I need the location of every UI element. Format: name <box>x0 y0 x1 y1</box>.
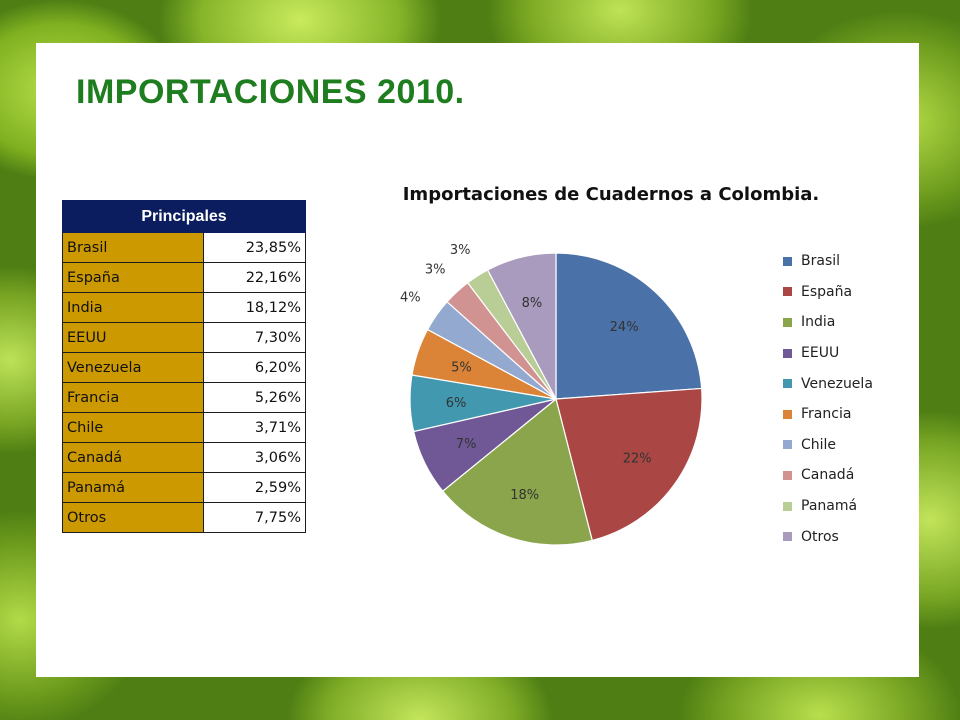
legend-label: Chile <box>801 436 837 453</box>
legend-label: Canadá <box>801 467 855 484</box>
slide-title: IMPORTACIONES 2010. <box>76 73 465 111</box>
pie-data-label: 18% <box>510 488 539 503</box>
table-row: Otros 7,75% <box>62 502 306 533</box>
table-row: EEUU 7,30% <box>62 322 306 353</box>
legend-label: India <box>801 314 836 331</box>
legend-label: EEUU <box>801 345 840 362</box>
pie-data-label: 3% <box>425 262 446 277</box>
table-row: Brasil 23,85% <box>62 232 306 263</box>
country-cell: Canadá <box>62 442 204 473</box>
pie-data-label: 6% <box>446 396 467 411</box>
pie-slice-españa <box>555 387 703 542</box>
legend-item: Brasil <box>783 246 873 277</box>
pie-data-label: 7% <box>456 437 477 452</box>
pie-data-label: 4% <box>400 291 421 306</box>
value-cell: 3,06% <box>203 442 306 473</box>
table-row: India 18,12% <box>62 292 306 323</box>
value-cell: 22,16% <box>203 262 306 293</box>
imports-table: Principales Brasil 23,85% España 22,16% In… <box>62 200 306 533</box>
legend-swatch <box>783 317 792 327</box>
value-cell: 3,71% <box>203 412 306 443</box>
legend-swatch <box>783 287 792 297</box>
table-row: Panamá 2,59% <box>62 472 306 503</box>
pie-data-label: 22% <box>623 451 652 466</box>
table-header-row: Principales <box>62 200 306 233</box>
country-cell: Chile <box>62 412 204 443</box>
value-cell: 6,20% <box>203 352 306 383</box>
table-row: Francia 5,26% <box>62 382 306 413</box>
legend-item: Chile <box>783 430 873 461</box>
legend-label: Panamá <box>801 498 858 515</box>
legend-label: Venezuela <box>801 375 873 392</box>
legend-label: Francia <box>801 406 852 423</box>
legend-swatch <box>783 409 792 419</box>
country-cell: Francia <box>62 382 204 413</box>
country-cell: Venezuela <box>62 352 204 383</box>
country-cell: India <box>62 292 204 323</box>
country-cell: EEUU <box>62 322 204 353</box>
country-cell: Panamá <box>62 472 204 503</box>
slide: IMPORTACIONES 2010. Principales Brasil 23… <box>36 43 919 677</box>
table-row: Canadá 3,06% <box>62 442 306 473</box>
legend-swatch <box>783 501 792 511</box>
legend-item: Panamá <box>783 491 873 522</box>
table-row: España 22,16% <box>62 262 306 293</box>
legend-label: España <box>801 283 853 300</box>
country-cell: España <box>62 262 204 293</box>
value-cell: 7,30% <box>203 322 306 353</box>
legend-swatch <box>783 470 792 480</box>
legend-item: Francia <box>783 399 873 430</box>
legend-swatch <box>783 256 792 266</box>
table-header: Principales <box>62 200 306 233</box>
value-cell: 5,26% <box>203 382 306 413</box>
country-cell: Brasil <box>62 232 204 263</box>
legend-item: España <box>783 277 873 308</box>
pie-chart: 24% 22% 18% 7% 6% 5% 4% 3% 3% 8% <box>400 243 703 546</box>
legend-item: Venezuela <box>783 368 873 399</box>
legend-item: India <box>783 307 873 338</box>
pie-data-label: 3% <box>450 243 471 258</box>
legend-swatch <box>783 440 792 450</box>
country-cell: Otros <box>62 502 204 533</box>
table-row: Chile 3,71% <box>62 412 306 443</box>
legend-item: Otros <box>783 521 873 552</box>
pie-slice-india <box>441 397 593 546</box>
legend-label: Brasil <box>801 253 841 270</box>
value-cell: 18,12% <box>203 292 306 323</box>
legend-swatch <box>783 379 792 389</box>
value-cell: 23,85% <box>203 232 306 263</box>
legend-item: EEUU <box>783 338 873 369</box>
pie-slice-brasil <box>555 252 703 400</box>
legend-label: Otros <box>801 528 839 545</box>
value-cell: 7,75% <box>203 502 306 533</box>
pie-slice-otros <box>486 252 557 400</box>
legend-swatch <box>783 348 792 358</box>
legend-swatch <box>783 532 792 542</box>
table-row: Venezuela 6,20% <box>62 352 306 383</box>
pie-data-label: 5% <box>451 361 472 376</box>
pie-data-label: 24% <box>610 320 639 335</box>
pie-data-label: 8% <box>522 296 543 311</box>
legend-item: Canadá <box>783 460 873 491</box>
chart-legend: Brasil España India EEUU Venezuela Francia Chi… <box>783 246 873 552</box>
chart-title: Importaciones de Cuadernos a Colombia. <box>402 184 820 205</box>
value-cell: 2,59% <box>203 472 306 503</box>
